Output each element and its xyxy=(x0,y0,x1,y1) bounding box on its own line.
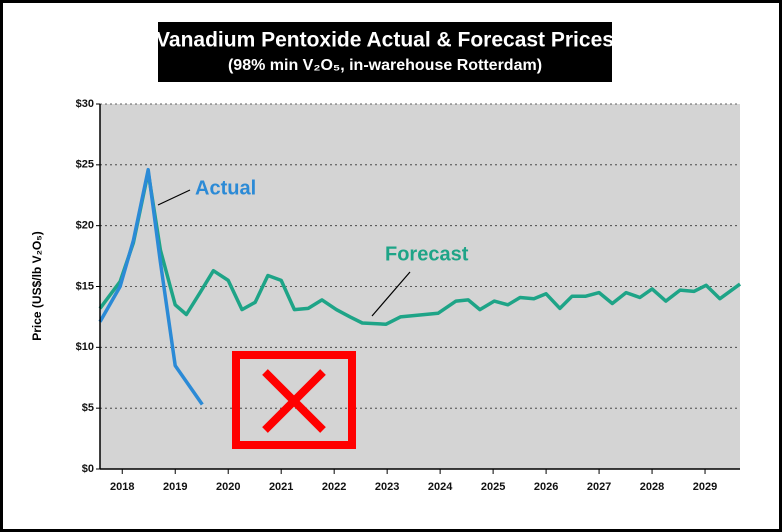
x-tick-label: 2029 xyxy=(693,481,717,493)
x-tick-label: 2020 xyxy=(216,481,240,493)
leader-line xyxy=(157,189,191,206)
x-tick-label: 2018 xyxy=(110,481,134,493)
y-tick-label: $15 xyxy=(76,280,94,292)
x-icon xyxy=(262,369,326,433)
y-tick-label: $5 xyxy=(82,402,94,414)
series-line xyxy=(98,167,204,406)
x-tick-label: 2019 xyxy=(163,481,187,493)
x-tick-label: 2021 xyxy=(269,481,293,493)
x-tick-label: 2024 xyxy=(428,481,453,493)
y-tick-label: $25 xyxy=(76,159,94,171)
series-line xyxy=(98,170,742,326)
chart-title: Vanadium Pentoxide Actual & Forecast Pri… xyxy=(156,29,614,52)
x-tick-label: 2027 xyxy=(587,481,611,493)
plot: $0 $5 $10 $15 $20 $25 $30 2018 2019 2020 2021 2022 2… xyxy=(76,98,742,493)
annotation: Actual xyxy=(195,177,256,199)
y-tick-label: $30 xyxy=(76,98,94,110)
x-tick-label: 2022 xyxy=(322,481,346,493)
x-tick-label: 2023 xyxy=(375,481,399,493)
x-tick-label: 2025 xyxy=(481,481,505,493)
x-tick-label: 2028 xyxy=(640,481,664,493)
title-box xyxy=(158,22,612,82)
y-axis-label: Price (US$/lb V₂O₅) xyxy=(30,231,44,341)
y-tick-label: $10 xyxy=(76,341,94,353)
close-overlay[interactable] xyxy=(232,351,356,449)
leader-line xyxy=(371,271,411,317)
y-tick-label: $20 xyxy=(76,220,94,232)
y-tick-label: $0 xyxy=(82,463,94,475)
x-tick-label: 2026 xyxy=(534,481,558,493)
annotation: Forecast xyxy=(385,243,469,265)
chart-subtitle: (98% min V₂O₅, in-warehouse Rotterdam) xyxy=(228,57,542,74)
